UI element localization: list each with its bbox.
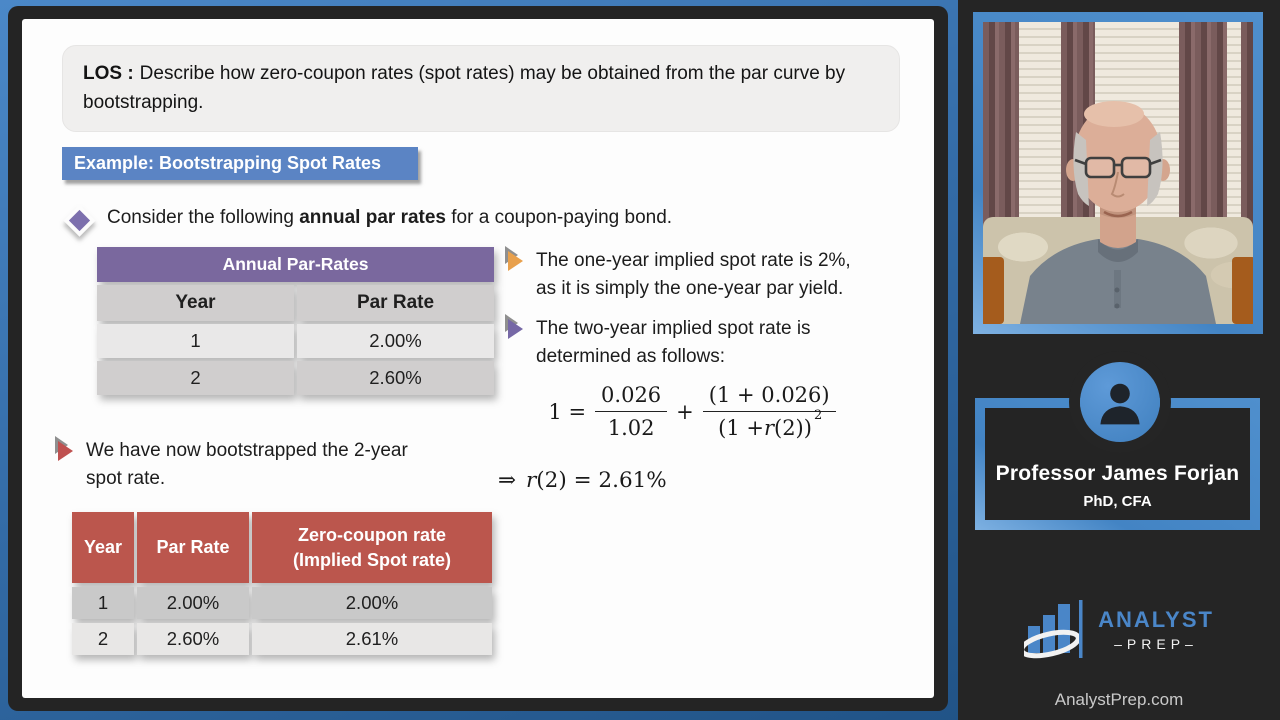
column-header-zero-coupon: Zero-coupon rate (Implied Spot rate): [252, 512, 492, 583]
slide: LOS : Describe how zero-coupon rates (spo…: [22, 19, 934, 698]
den-post: (2)): [774, 416, 812, 440]
table-cell: 2.00%: [252, 587, 492, 619]
video-still: [983, 22, 1253, 324]
table-cell: 2.60%: [297, 361, 494, 395]
consider-text-pre: Consider the following: [107, 207, 300, 228]
numerator: (1 + 0.026): [702, 383, 836, 412]
line: determined as follows:: [536, 346, 726, 367]
denominator: 1.02: [607, 416, 655, 440]
sidebar: Professor James Forjan PhD, CFA ANALYST …: [958, 0, 1280, 720]
line: The two-year implied spot rate is: [536, 318, 811, 339]
bullet-point-one-year: The one-year implied spot rate is 2%, as…: [505, 246, 851, 303]
formula-result: ⇒ r(2) = 2.61%: [498, 468, 667, 493]
professor-video: [973, 12, 1263, 334]
arrow-bullet-icon: [55, 436, 75, 462]
curtain: [1179, 22, 1227, 237]
column-header-year: Year: [97, 285, 294, 321]
point-text: The one-year implied spot rate is 2%, as…: [536, 247, 851, 303]
bar-chart-swoosh-icon: [1024, 600, 1083, 659]
website-url: AnalystPrep.com: [1054, 690, 1184, 709]
person-avatar-icon: [1080, 362, 1160, 442]
formula-lhs: 1 =: [548, 399, 587, 424]
annual-par-rates-table: Annual Par-Rates Year Par Rate 1 2.00% 2…: [97, 247, 494, 395]
professor-credentials: PhD, CFA: [1083, 493, 1152, 510]
numerator: 0.026: [595, 383, 668, 412]
chair: [1232, 257, 1253, 324]
arrow-bullet-icon: [505, 246, 525, 272]
consider-bullet-row: Consider the following annual par rates …: [66, 207, 672, 232]
table-cell: 2.00%: [297, 324, 494, 358]
bullet-point-two-year: The two-year implied spot rate is determ…: [505, 314, 811, 371]
table-cell: 2: [97, 361, 294, 395]
denominator: (1 + r (2)) 2: [703, 408, 836, 440]
line: The one-year implied spot rate is 2%,: [536, 250, 851, 271]
consider-text: Consider the following annual par rates …: [107, 207, 672, 229]
consider-text-bold: annual par rates: [299, 207, 446, 228]
table-title: Annual Par-Rates: [97, 247, 494, 282]
spot-rates-table: Year Par Rate Zero-coupon rate (Implied …: [72, 512, 492, 655]
den-variable: r: [763, 416, 774, 440]
professor-name: Professor James Forjan: [995, 462, 1240, 485]
table-cell: 1: [72, 587, 134, 619]
curtain: [983, 22, 1019, 237]
column-header-par-rate: Par Rate: [137, 512, 249, 583]
slide-frame: LOS : Describe how zero-coupon rates (spo…: [8, 6, 948, 711]
logo-text: ANALYST –PREP–: [1098, 607, 1214, 652]
consider-text-post: for a coupon-paying bond.: [446, 207, 673, 228]
logo-analyst-label: ANALYST: [1098, 606, 1214, 632]
curtain: [1241, 22, 1253, 237]
chair: [983, 257, 1004, 324]
los-box: LOS : Describe how zero-coupon rates (spo…: [62, 45, 900, 132]
person-icon: [1100, 383, 1140, 425]
point-text: We have now bootstrapped the 2-year spot…: [86, 437, 408, 493]
line: spot rate.: [86, 468, 166, 489]
result-value: (2) = 2.61%: [536, 468, 667, 493]
table-cell: 2.00%: [137, 587, 249, 619]
table-cell: 2.60%: [137, 623, 249, 655]
result-variable: r: [526, 468, 537, 493]
fraction-1: 0.026 1.02: [595, 383, 668, 440]
los-label: LOS :: [83, 63, 134, 84]
professor-name-card-inner: Professor James Forjan PhD, CFA: [985, 408, 1250, 520]
table-cell: 1: [97, 324, 294, 358]
line: as it is simply the one-year par yield.: [536, 278, 844, 299]
example-header: Example: Bootstrapping Spot Rates: [62, 147, 418, 180]
arrow-bullet-icon: [505, 314, 525, 340]
professor-figure: [1020, 101, 1216, 324]
diamond-bullet-icon: [68, 209, 91, 232]
los-text: Describe how zero-coupon rates (spot rat…: [83, 63, 846, 114]
point-text: The two-year implied spot rate is determ…: [536, 315, 811, 371]
bootstrap-formula: 1 = 0.026 1.02 + (1 + 0.026) (1 + r (2)) 2: [522, 383, 862, 440]
plus-sign: +: [676, 399, 694, 424]
column-header-par-rate: Par Rate: [297, 285, 494, 321]
fraction-2: (1 + 0.026) (1 + r (2)) 2: [702, 383, 836, 440]
exponent: 2: [813, 408, 823, 423]
table-cell: 2: [72, 623, 134, 655]
line: We have now bootstrapped the 2-year: [86, 440, 408, 461]
den-pre: (1 +: [718, 416, 764, 440]
table-cell: 2.61%: [252, 623, 492, 655]
bullet-point-bootstrapped: We have now bootstrapped the 2-year spot…: [55, 436, 408, 493]
implies-arrow: ⇒: [498, 468, 517, 493]
logo-prep-label: –PREP–: [1114, 635, 1198, 652]
column-header-year: Year: [72, 512, 134, 583]
analystprep-logo: ANALYST –PREP–: [958, 598, 1280, 660]
